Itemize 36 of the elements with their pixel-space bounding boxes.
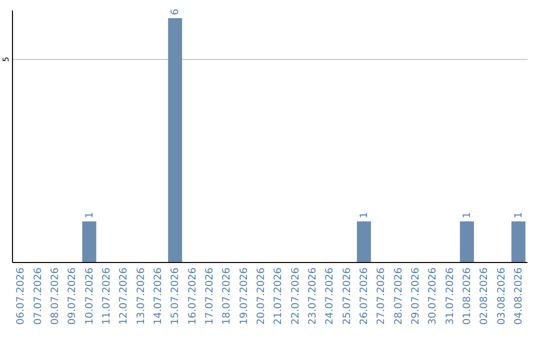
data-label: 1	[358, 212, 370, 218]
x-tick-label: 23.07.2026	[307, 268, 318, 325]
x-tick-label: 11.07.2026	[101, 268, 112, 325]
x-tick-label: 22.07.2026	[290, 268, 302, 325]
x-tick-label: 18.07.2026	[222, 268, 233, 325]
x-tick-label: 29.07.2026	[410, 268, 422, 325]
x-tick-label: 30.07.2026	[428, 268, 439, 325]
x-tick-label: 19.07.2026	[238, 268, 250, 325]
x-tick-label: 07.07.2026	[32, 268, 44, 325]
x-tick-label: 21.07.2026	[273, 268, 284, 325]
x-tick-label: 25.07.2026	[342, 268, 353, 325]
x-tick-label: 01.08.2026	[462, 268, 473, 325]
x-tick-label: 15.07.2026	[170, 268, 182, 325]
x-tick-label: 14.07.2026	[152, 268, 164, 325]
x-tick-label: 28.07.2026	[393, 268, 404, 325]
x-tick-label: 16.07.2026	[187, 268, 198, 325]
data-label: 1	[84, 212, 96, 218]
x-tick-label: 02.08.2026	[479, 268, 490, 325]
x-tick-label: 03.08.2026	[496, 268, 508, 325]
data-label: 1	[513, 212, 524, 218]
data-label: 6	[170, 8, 182, 16]
x-tick-label: 10.07.2026	[84, 268, 96, 325]
data-label: 1	[462, 212, 473, 218]
x-tick-label: 24.07.2026	[324, 268, 336, 325]
x-tick-label: 12.07.2026	[118, 268, 130, 325]
x-tick-label: 27.07.2026	[376, 268, 388, 325]
x-tick-label: 04.08.2026	[513, 268, 524, 325]
x-tick-label: 06.07.2026	[16, 268, 27, 325]
x-tick-label: 08.07.2026	[50, 268, 61, 325]
x-tick-label: 13.07.2026	[136, 268, 147, 325]
x-tick-label: 31.07.2026	[444, 268, 456, 325]
x-tick-label: 20.07.2026	[256, 268, 267, 325]
x-tick-label: 26.07.2026	[358, 268, 370, 325]
y-tick-label: 5	[2, 56, 10, 62]
x-tick-label: 17.07.2026	[204, 268, 216, 325]
x-tick-label: 09.07.2026	[67, 268, 78, 325]
